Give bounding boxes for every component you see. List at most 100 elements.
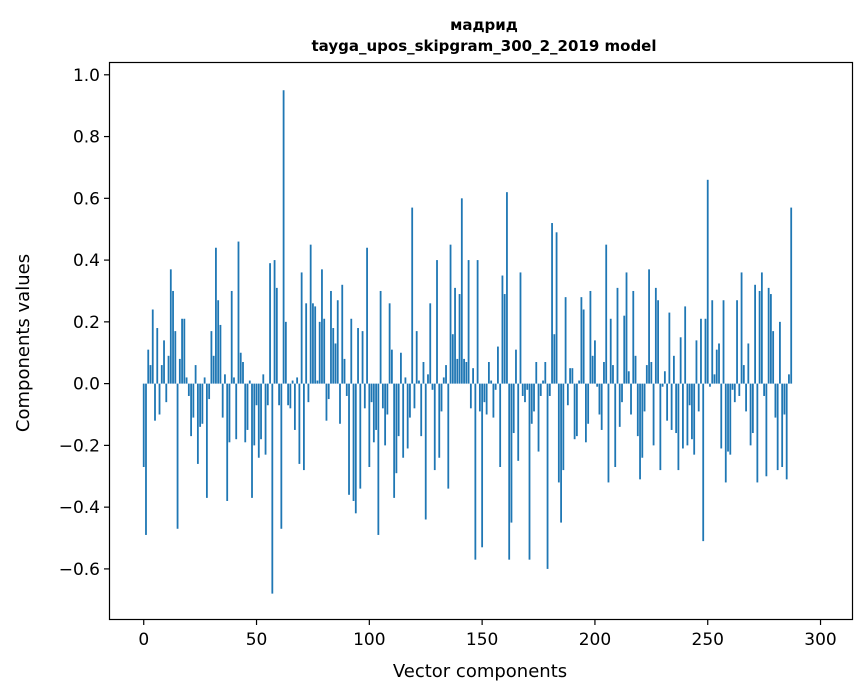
bar-173 [533,383,535,412]
bar-159 [501,275,504,384]
bar-40 [233,377,235,384]
bar-146 [472,368,474,384]
bar-45 [244,383,247,443]
bar-41 [235,383,238,440]
bar-271 [754,284,756,384]
y-tick-label: 0.2 [73,313,100,333]
bar-64 [287,383,290,406]
bar-156 [494,383,497,390]
bar-160 [503,294,506,384]
bar-183 [555,232,558,384]
bar-71 [303,383,305,471]
bar-213 [623,315,626,384]
bar-68 [296,377,299,384]
bar-223 [645,365,648,384]
bar-147 [474,383,477,560]
bar-47 [248,380,251,384]
bar-162 [508,383,511,560]
bar-245 [695,340,698,384]
bar-79 [321,269,323,384]
bar-145 [469,383,472,409]
bar-80 [323,318,326,384]
bar-226 [652,383,655,446]
bar-124 [422,362,425,384]
bar-85 [334,343,337,384]
bar-137 [451,334,454,384]
bar-227 [654,287,657,384]
bar-0 [142,383,145,467]
bar-285 [785,383,788,480]
bar-59 [275,287,278,384]
bar-119 [411,207,414,384]
bar-50 [255,383,258,406]
bar-70 [300,272,303,384]
x-tick-label: 100 [353,630,385,650]
bar-113 [397,383,400,437]
bar-276 [765,383,768,477]
bar-106 [381,383,384,409]
bar-148 [476,260,479,384]
bar-247 [700,318,702,384]
y-axis-ticks: −0.6 −0.4 −0.2 0.0 0.2 0.4 0.6 0.8 1.0 [59,66,110,580]
bar-86 [336,300,339,384]
bar-130 [436,260,438,384]
bar-280 [774,383,777,418]
bar-52 [260,383,262,440]
bar-108 [386,383,389,415]
bar-42 [237,241,240,384]
bar-174 [535,362,538,384]
bar-16 [178,358,181,384]
bar-12 [169,269,172,384]
bar-88 [341,284,344,384]
bar-282 [779,321,781,384]
bar-259 [727,383,729,452]
bar-1 [145,383,147,535]
bar-8 [160,365,163,384]
bar-100 [368,383,371,467]
bar-26 [201,383,204,424]
bar-44 [242,362,244,384]
bar-251 [709,383,711,387]
bar-235 [672,355,675,384]
bar-123 [420,383,423,437]
bar-99 [366,247,368,384]
bar-93 [352,383,355,501]
bar-142 [463,358,465,384]
bar-32 [215,247,217,384]
x-tick-label: 250 [692,630,724,650]
bar-236 [675,383,678,434]
bar-29 [208,383,211,400]
bar-240 [684,306,687,384]
bar-144 [467,260,470,384]
bar-135 [447,383,450,489]
bar-89 [343,358,346,384]
bar-65 [289,383,292,409]
bar-275 [763,383,766,396]
bar-196 [585,383,587,443]
bar-155 [492,383,495,418]
bar-286 [788,374,790,384]
bar-56 [269,263,271,384]
bar-266 [742,365,745,384]
bar-166 [517,383,520,461]
bar-7 [158,383,161,415]
bar-136 [449,244,452,384]
bar-84 [332,328,335,384]
bar-127 [429,303,432,384]
bar-94 [354,383,357,514]
bar-233 [668,312,671,384]
bar-170 [526,383,529,390]
bar-199 [591,355,594,384]
bar-46 [246,383,249,430]
bar-109 [388,303,391,384]
bar-252 [711,300,714,384]
bar-264 [738,383,741,396]
bar-169 [524,383,526,403]
bar-118 [409,383,411,418]
bar-103 [375,383,377,430]
bar-104 [377,383,380,535]
bar-197 [587,383,590,424]
y-tick-label: 0.8 [73,128,100,148]
bar-248 [702,383,705,542]
bar-186 [562,383,565,471]
